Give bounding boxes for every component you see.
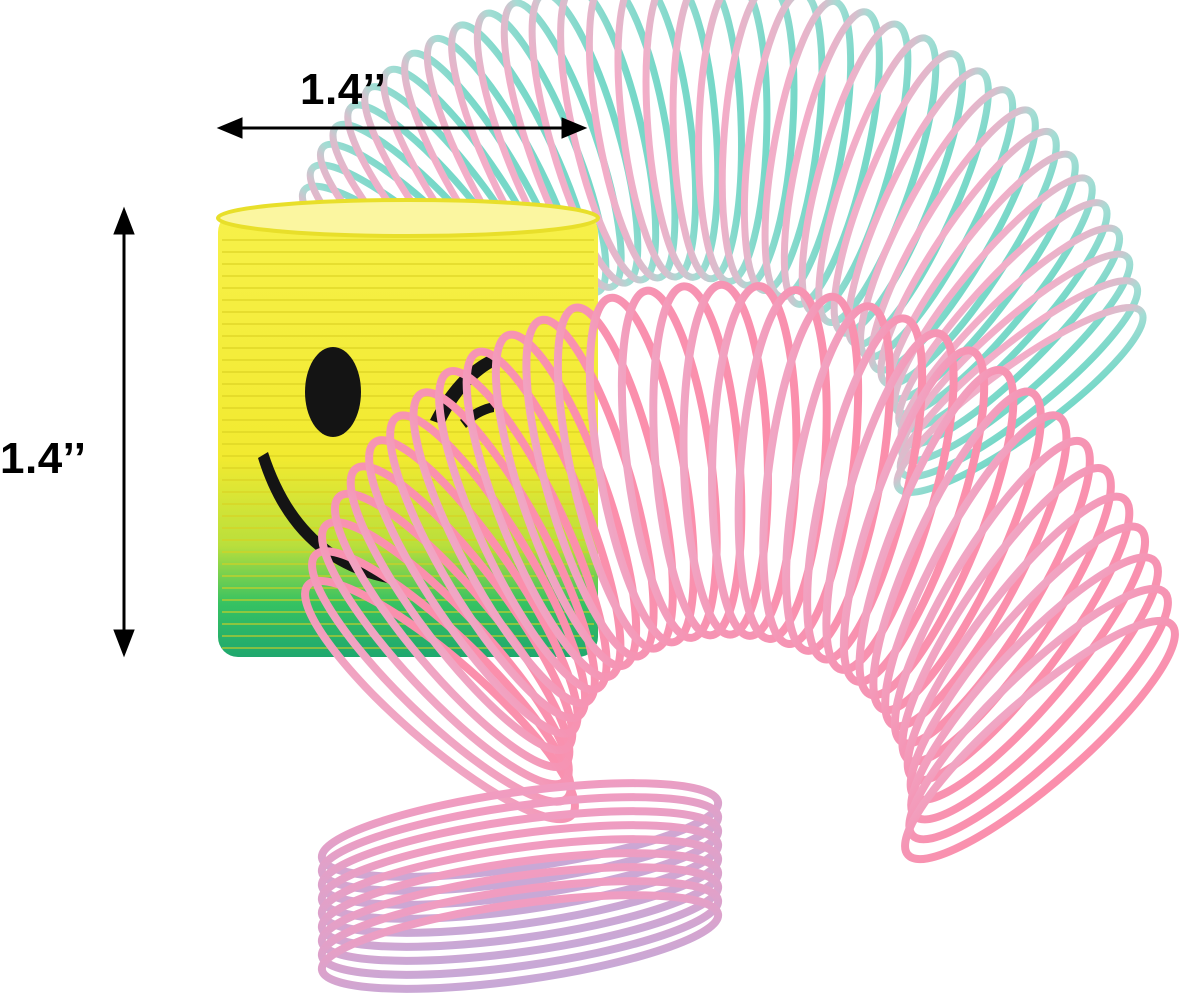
spring-coil bbox=[780, 8, 883, 308]
spring-coil bbox=[557, 0, 660, 284]
spring-coil bbox=[317, 779, 723, 881]
spring-coil bbox=[614, 0, 700, 281]
height-dimension-label: 1.4’’ bbox=[0, 434, 87, 483]
spring-coil bbox=[317, 877, 723, 979]
spring-coil bbox=[386, 411, 590, 722]
spring-coil bbox=[317, 807, 723, 909]
spring-coil bbox=[905, 584, 1172, 844]
spring-coil bbox=[669, 0, 745, 283]
spring-coil bbox=[317, 793, 723, 895]
spring-coil bbox=[901, 616, 1179, 864]
spring-coil bbox=[317, 849, 723, 951]
spring-coil bbox=[317, 891, 723, 993]
pink-arch-spring bbox=[301, 280, 1179, 864]
spring-coil bbox=[317, 821, 723, 923]
double-arrow-horizontal-icon bbox=[216, 117, 588, 139]
spring-coil bbox=[718, 0, 798, 289]
pastel-coil-stack bbox=[317, 779, 723, 993]
spring-coil bbox=[317, 835, 723, 937]
spring-coil bbox=[435, 366, 611, 694]
spring-coil bbox=[528, 0, 642, 287]
spring-coil bbox=[346, 462, 577, 755]
spring-coil bbox=[409, 388, 599, 708]
spring-coil bbox=[815, 34, 940, 327]
spring-coil bbox=[462, 347, 625, 682]
spring-coil bbox=[642, 0, 722, 281]
spring-coil bbox=[695, 0, 771, 286]
spring-coil bbox=[585, 0, 679, 282]
spring-coil bbox=[365, 436, 582, 738]
width-dimension-label: 1.4’’ bbox=[300, 65, 387, 114]
spring-coil bbox=[317, 863, 723, 965]
double-arrow-vertical-icon bbox=[113, 206, 135, 658]
